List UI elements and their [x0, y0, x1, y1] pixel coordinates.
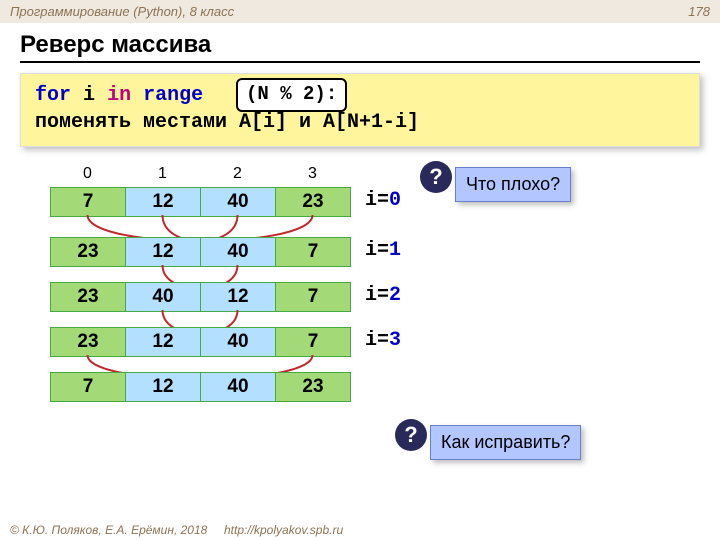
- array-cell: 23: [276, 188, 350, 216]
- array-cell: 12: [126, 328, 201, 356]
- array-cell: 12: [126, 373, 201, 401]
- array-cell: 7: [51, 188, 126, 216]
- array-cell: 23: [276, 373, 350, 401]
- keyword-range: range: [143, 84, 203, 107]
- index-label: 2: [200, 165, 275, 183]
- array-cell: 12: [201, 283, 276, 311]
- keyword-for: for: [35, 84, 71, 107]
- array-cell: 7: [276, 238, 350, 266]
- array-row: 2312407: [50, 327, 351, 357]
- copyright: © К.Ю. Поляков, Е.А. Ерёмин, 2018: [10, 523, 207, 537]
- array-row: 7124023: [50, 187, 351, 217]
- array-cell: 40: [201, 328, 276, 356]
- array-cell: 40: [201, 373, 276, 401]
- diagram-stage: 0123 7124023i=02312407i=12340127i=223124…: [20, 165, 700, 475]
- question-icon: ?: [420, 161, 452, 193]
- slide-title: Реверс массива: [20, 31, 700, 63]
- iteration-label: i=0: [365, 189, 401, 212]
- overlay-correction: (N % 2):: [236, 78, 347, 112]
- iteration-label: i=1: [365, 239, 401, 262]
- array-cell: 23: [51, 238, 126, 266]
- code-body: поменять местами A[i] и A[N+1-i]: [35, 111, 419, 134]
- index-label: 3: [275, 165, 350, 183]
- array-row: 2312407: [50, 237, 351, 267]
- array-cell: 23: [51, 328, 126, 356]
- array-cell: 12: [126, 188, 201, 216]
- callout-how-to-fix: Как исправить?: [430, 425, 581, 460]
- code-block: for i in range поменять местами A[i] и A…: [20, 73, 700, 147]
- url: http://kpolyakov.spb.ru: [224, 523, 343, 537]
- var-i: i: [83, 84, 95, 107]
- array-cell: 7: [51, 373, 126, 401]
- slide-footer: © К.Ю. Поляков, Е.А. Ерёмин, 2018 http:/…: [10, 523, 343, 537]
- array-cell: 40: [201, 188, 276, 216]
- callout-whats-wrong: Что плохо?: [455, 167, 571, 202]
- array-cell: 23: [51, 283, 126, 311]
- array-cell: 7: [276, 328, 350, 356]
- index-label: 1: [125, 165, 200, 183]
- array-row: 2340127: [50, 282, 351, 312]
- array-cell: 40: [201, 238, 276, 266]
- iteration-label: i=3: [365, 329, 401, 352]
- page-number: 178: [688, 4, 710, 19]
- slide-header: Программирование (Python), 8 класс 178: [0, 0, 720, 23]
- keyword-in: in: [107, 84, 131, 107]
- index-row: 0123: [50, 165, 350, 183]
- array-cell: 12: [126, 238, 201, 266]
- question-icon: ?: [395, 419, 427, 451]
- array-row: 7124023: [50, 372, 351, 402]
- iteration-label: i=2: [365, 284, 401, 307]
- index-label: 0: [50, 165, 125, 183]
- array-cell: 7: [276, 283, 350, 311]
- array-cell: 40: [126, 283, 201, 311]
- course-name: Программирование (Python), 8 класс: [10, 4, 234, 19]
